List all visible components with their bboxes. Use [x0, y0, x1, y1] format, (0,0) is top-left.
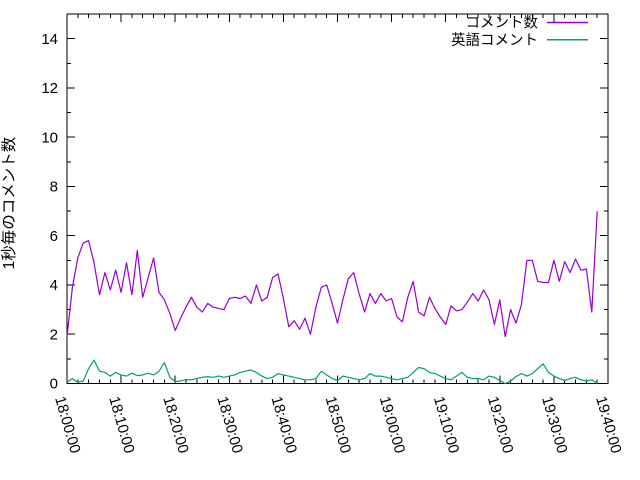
- series-line-english-comments: [66, 359, 598, 385]
- y-tick-label: 0: [50, 376, 58, 393]
- x-tick-label: 19:10:00: [430, 394, 462, 455]
- x-tick-label: 18:40:00: [268, 394, 300, 455]
- y-tick-label: 12: [41, 80, 58, 97]
- y-tick-label: 8: [50, 179, 58, 196]
- x-tick-label: 18:00:00: [51, 394, 83, 455]
- y-tick-label: 4: [50, 277, 58, 294]
- y-tick-label: 14: [41, 31, 58, 48]
- legend-label-comment-count: コメント数: [466, 15, 539, 32]
- x-tick-label: 19:40:00: [592, 394, 624, 455]
- y-tick-label: 10: [41, 129, 58, 146]
- series-line-comment-count: [66, 211, 598, 338]
- y-axis-title: 1秒毎のコメント数: [0, 136, 18, 269]
- x-tick-label: 18:50:00: [322, 394, 354, 455]
- x-tick-label: 19:00:00: [376, 394, 408, 455]
- legend-label-english-comments: 英語コメント: [451, 31, 538, 49]
- x-tick-label: 18:20:00: [159, 394, 191, 455]
- plot-border: [66, 13, 609, 384]
- y-tick-label: 2: [50, 326, 58, 343]
- x-tick-label: 19:20:00: [484, 394, 516, 455]
- x-tick-label: 19:30:00: [538, 394, 570, 455]
- x-tick-label: 18:30:00: [213, 394, 245, 455]
- chart-generated-content: 0 2 4 6 8 10 12 14 18:00:00 18:10:00 18:20:00 18:30…: [41, 13, 625, 455]
- x-tick-label: 18:10:00: [105, 394, 137, 455]
- y-tick-label: 6: [50, 228, 58, 245]
